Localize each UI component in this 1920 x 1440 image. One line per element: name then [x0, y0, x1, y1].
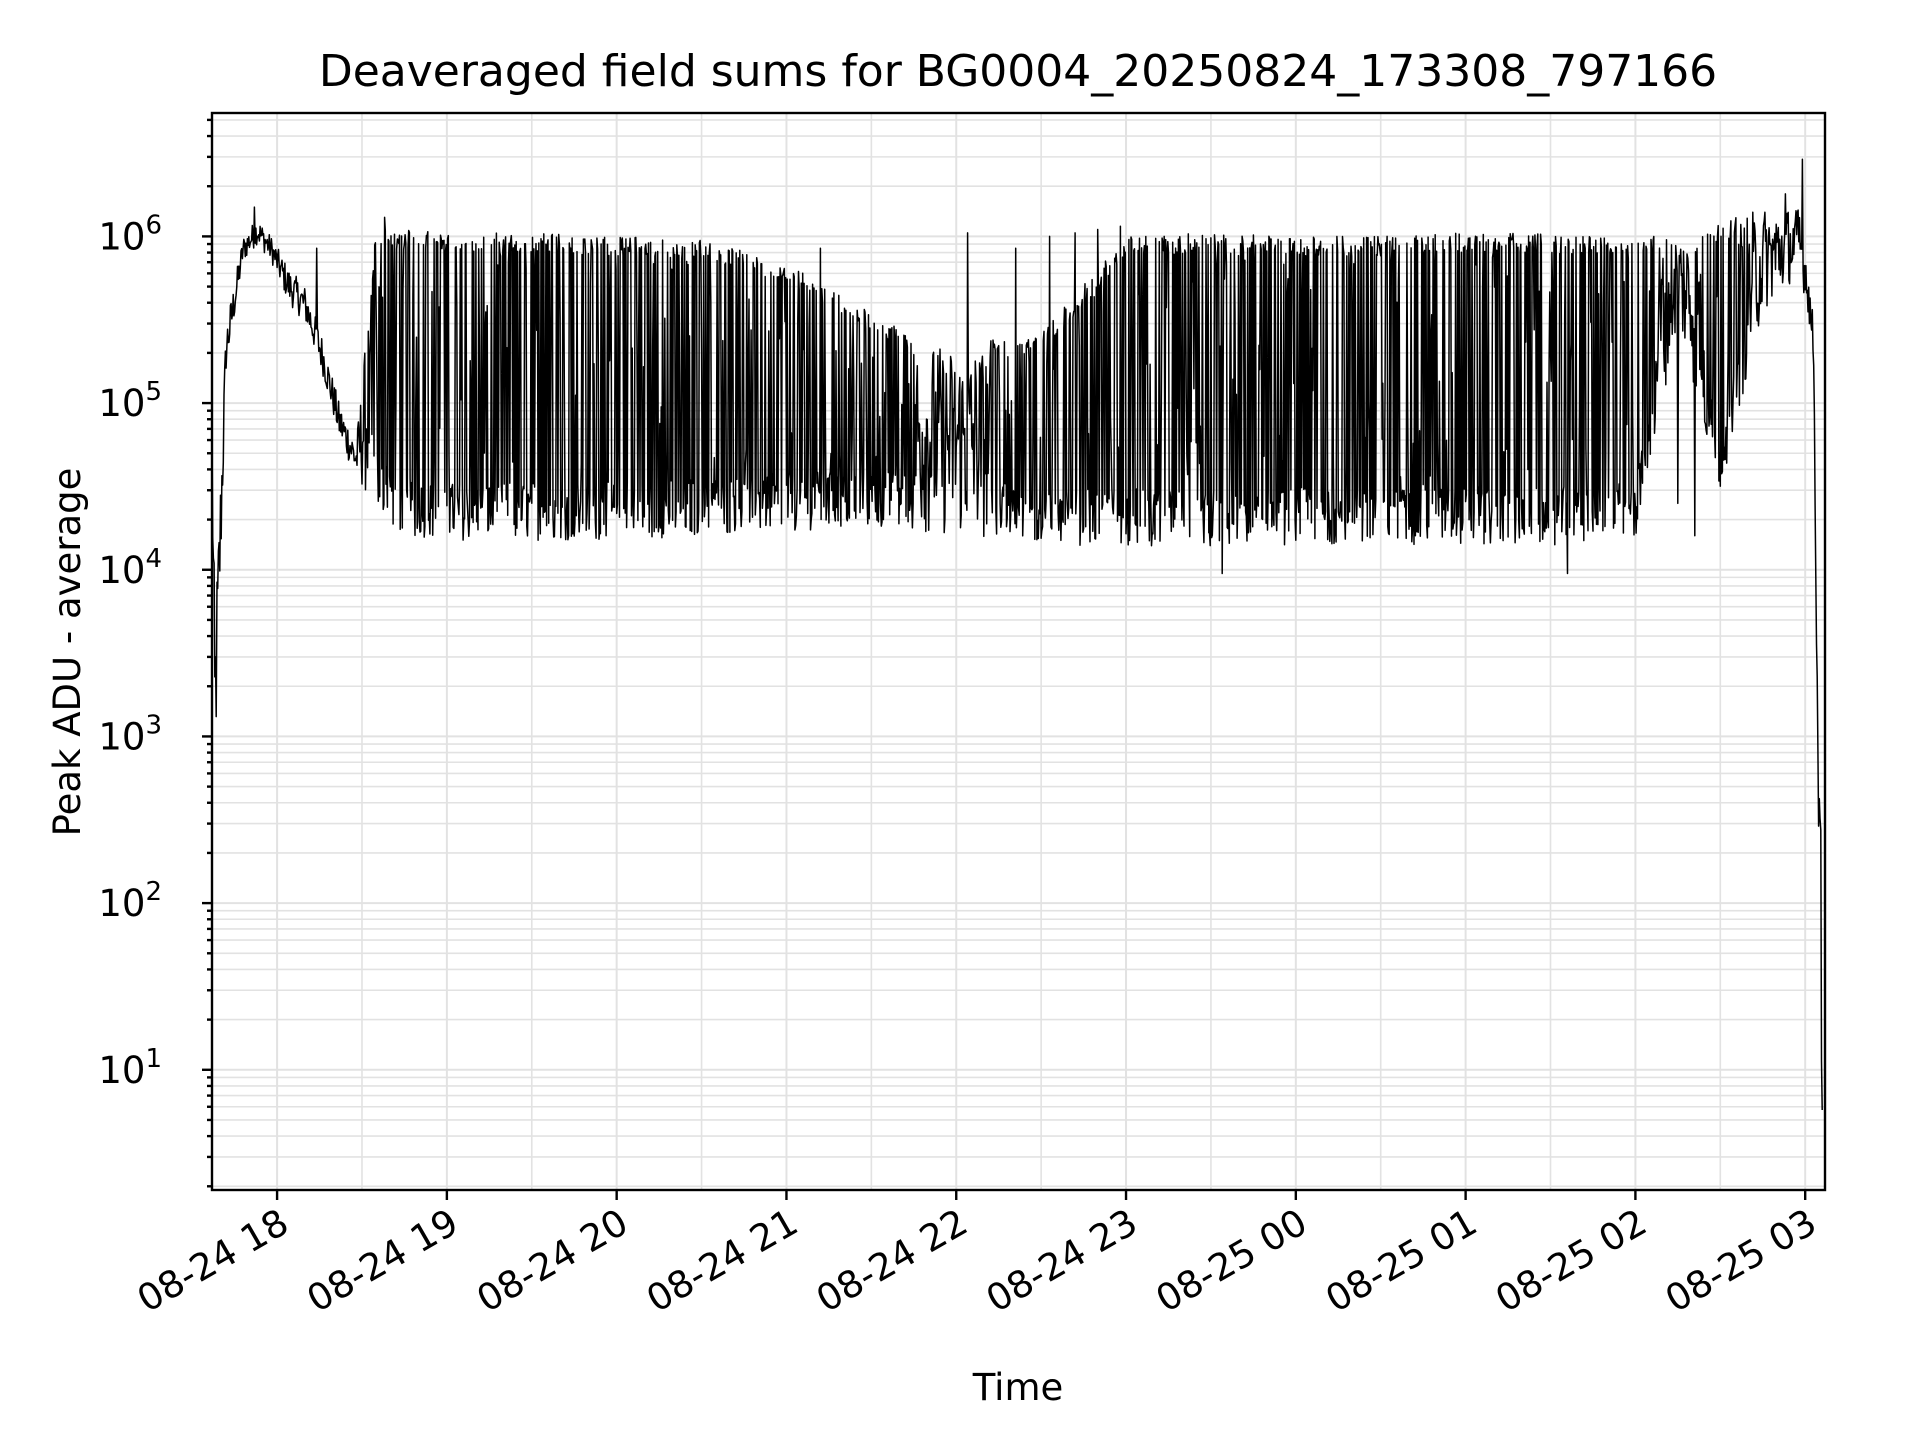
- y-axis-label: Peak ADU - average: [46, 468, 89, 837]
- plot-frame: [210, 111, 1827, 1192]
- y-tick-label: 102: [98, 877, 162, 925]
- y-ticks: 101 102 103 104 105 106: [98, 118, 212, 1188]
- chart-title: Deaveraged field sums for BG0004_2025082…: [319, 46, 1717, 97]
- y-tick-label: 101: [98, 1044, 162, 1092]
- y-tick-label: 103: [98, 710, 162, 758]
- y-tick-label: 105: [98, 377, 162, 425]
- y-tick-label: 104: [98, 544, 162, 592]
- trace-layer: [211, 158, 1823, 1111]
- y-tick-label: 106: [98, 210, 162, 258]
- series-line: [211, 158, 1823, 1111]
- x-axis-label: Time: [972, 1366, 1064, 1409]
